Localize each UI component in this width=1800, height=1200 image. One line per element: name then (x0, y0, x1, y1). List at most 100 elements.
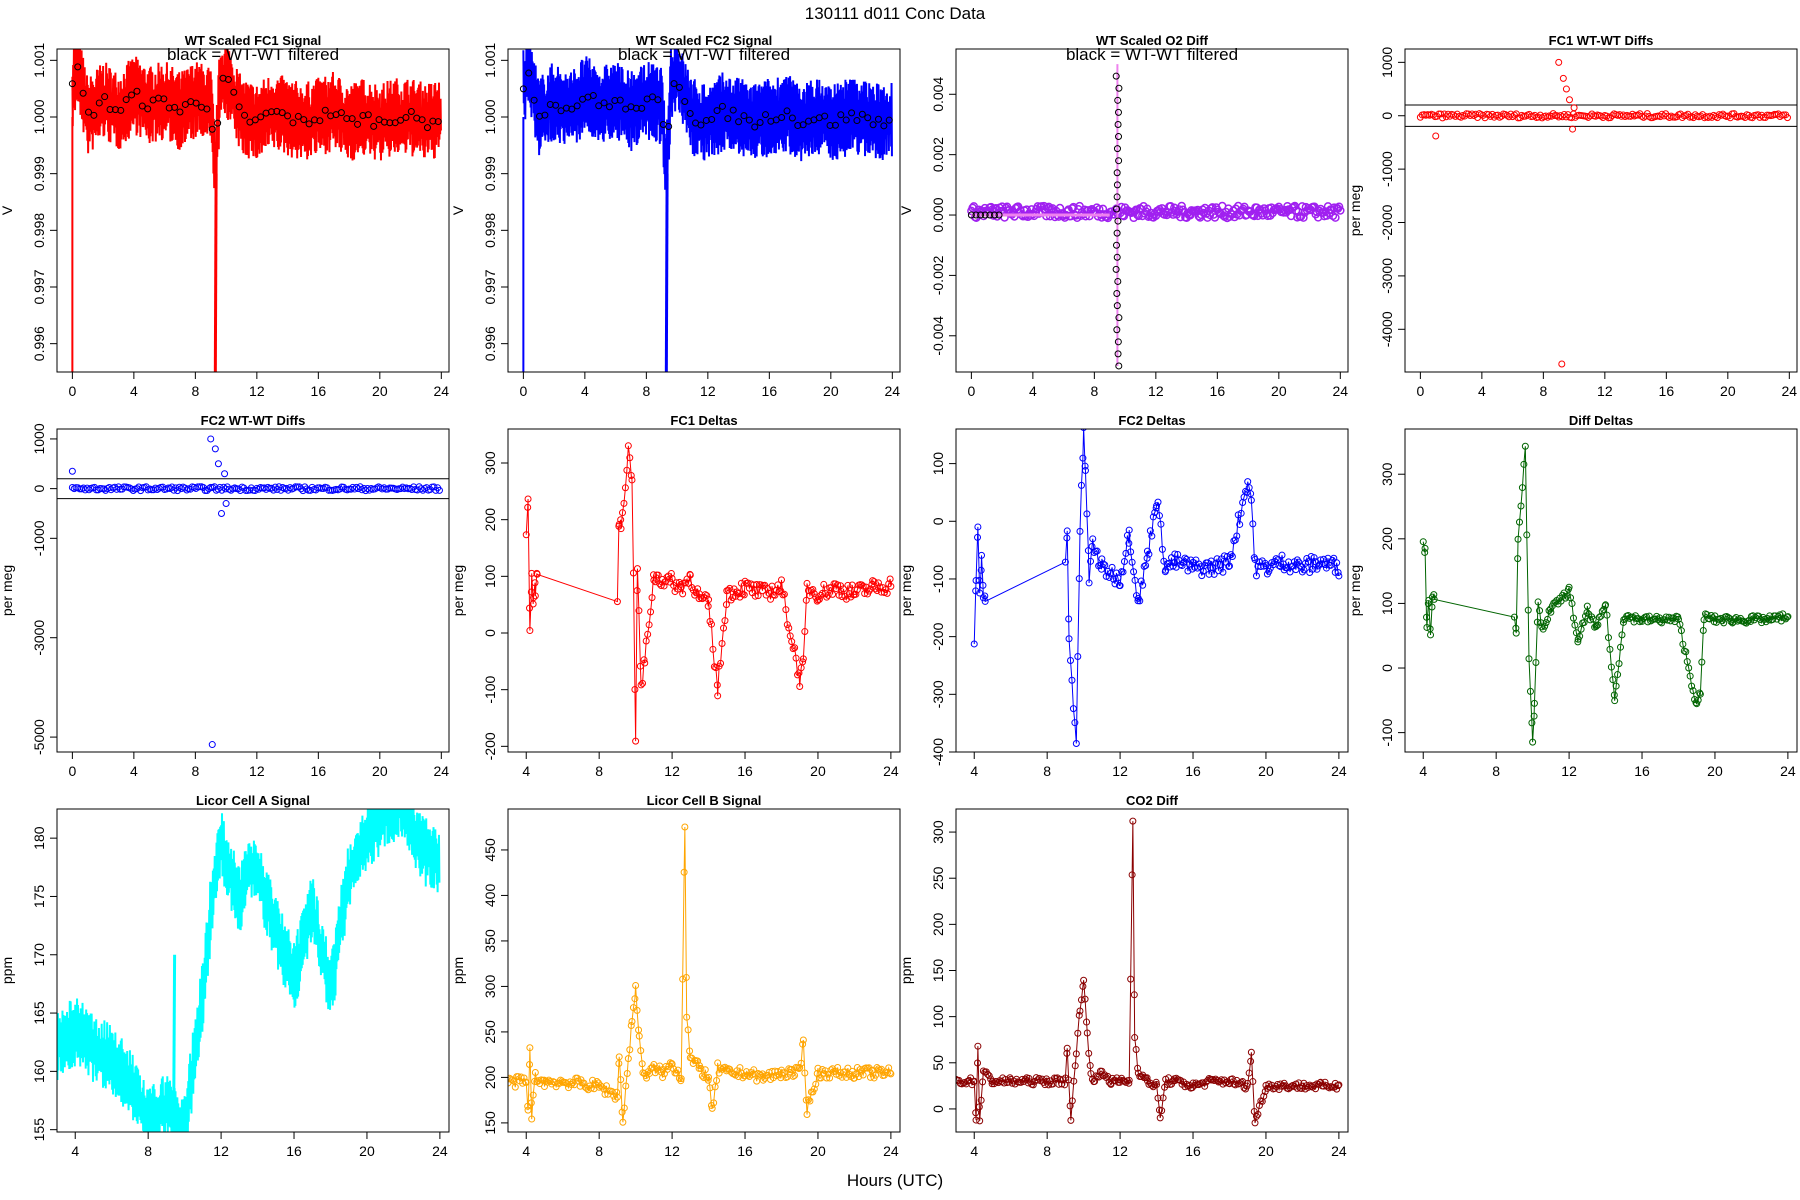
data-point (981, 592, 989, 600)
data-point (1709, 614, 1717, 622)
data-point (733, 588, 741, 596)
data-point (794, 671, 802, 679)
data-point (170, 486, 178, 494)
filtered-point (600, 99, 608, 107)
x-tick-label: 24 (1780, 763, 1796, 779)
y-axis-label: per meg (1347, 185, 1363, 236)
data-point (1076, 527, 1084, 535)
filtered-point (729, 106, 737, 114)
data-point (1617, 643, 1625, 651)
data-point (1231, 1081, 1239, 1089)
data-point (1093, 547, 1101, 555)
data-point (1336, 206, 1345, 215)
data-point (517, 1073, 525, 1081)
outlier-point (1562, 85, 1570, 93)
data-point (1314, 562, 1322, 570)
y-tick-label: 300 (482, 451, 498, 475)
x-tick-label: 24 (434, 763, 450, 779)
filtered-point (429, 117, 437, 125)
filtered-point (885, 116, 893, 124)
filtered-point (1114, 338, 1122, 346)
data-point (1696, 690, 1704, 698)
data-point (522, 1078, 530, 1086)
outlier-point (68, 467, 76, 475)
data-point (595, 1083, 603, 1091)
filtered-point (654, 96, 662, 104)
filtered-point (316, 117, 324, 125)
y-tick-label: 160 (31, 1059, 47, 1083)
filtered-point (128, 91, 136, 99)
data-point (974, 1059, 982, 1067)
x-tick-label: 24 (1331, 1143, 1347, 1159)
data-point (1419, 538, 1427, 546)
data-point (1171, 550, 1179, 558)
data-point (531, 1068, 539, 1076)
data-point (1220, 552, 1228, 560)
y-tick-label: 100 (1379, 592, 1395, 616)
filtered-point (1113, 253, 1121, 261)
data-point (1423, 613, 1431, 621)
data-point (1676, 620, 1684, 628)
data-point (654, 571, 662, 579)
data-point (1565, 583, 1573, 591)
data-point (829, 590, 837, 598)
data-point (1606, 114, 1614, 122)
y-tick-label: 400 (482, 884, 498, 908)
x-tick-label: 8 (191, 763, 199, 779)
data-point (705, 1073, 713, 1081)
data-point (1081, 467, 1089, 475)
y-tick-label: -3000 (31, 620, 47, 656)
y-tick-label: 250 (482, 1020, 498, 1044)
x-tick-label: 20 (810, 763, 826, 779)
data-point (1114, 574, 1122, 582)
data-point (1069, 705, 1077, 713)
filtered-point (208, 125, 216, 133)
data-point (1067, 657, 1075, 665)
filtered-point (611, 97, 619, 105)
data-point (812, 1080, 820, 1088)
data-point (981, 597, 989, 605)
data-point (1755, 612, 1763, 620)
y-tick-label: -0.004 (930, 316, 946, 356)
y-tick-label: 175 (31, 885, 47, 909)
data-point (1674, 615, 1682, 623)
data-point (810, 1085, 818, 1093)
data-point (649, 571, 657, 579)
data-point (850, 1074, 858, 1082)
data-point (789, 645, 797, 653)
data-point (587, 1084, 595, 1092)
filtered-point (138, 102, 146, 110)
filtered-point (79, 89, 87, 97)
x-tick-label: 16 (311, 383, 327, 399)
data-point (1589, 615, 1597, 623)
filtered-point (670, 80, 678, 88)
panel-p8: Diff Deltas per meg 4 8 12 16 20 24 -100 0 100 200 3… (1347, 413, 1798, 779)
filtered-point (986, 211, 994, 219)
data-point (1143, 1074, 1151, 1082)
data-point (803, 579, 811, 587)
data-point (1537, 619, 1545, 627)
filtered-point (1113, 145, 1121, 153)
x-tick-label: 8 (1492, 763, 1500, 779)
data-point (774, 581, 782, 589)
y-axis-label: per meg (1347, 565, 1363, 616)
data-point (970, 1077, 978, 1085)
data-point (526, 1044, 534, 1052)
data-point (613, 1088, 621, 1096)
filtered-point (831, 121, 839, 129)
x-tick-label: 0 (68, 383, 76, 399)
data-point (1520, 460, 1528, 468)
filtered-point (133, 87, 141, 95)
data-point (801, 1069, 809, 1077)
plot-area (522, 442, 895, 745)
filtered-point (1114, 277, 1122, 285)
data-point (1423, 623, 1431, 631)
data-point (637, 681, 645, 689)
data-point (524, 1106, 532, 1114)
data-point (628, 1017, 636, 1025)
data-point (1125, 539, 1133, 547)
data-point (1334, 569, 1342, 577)
filtered-point (821, 112, 829, 120)
data-point (640, 656, 648, 664)
filtered-point (616, 96, 624, 104)
